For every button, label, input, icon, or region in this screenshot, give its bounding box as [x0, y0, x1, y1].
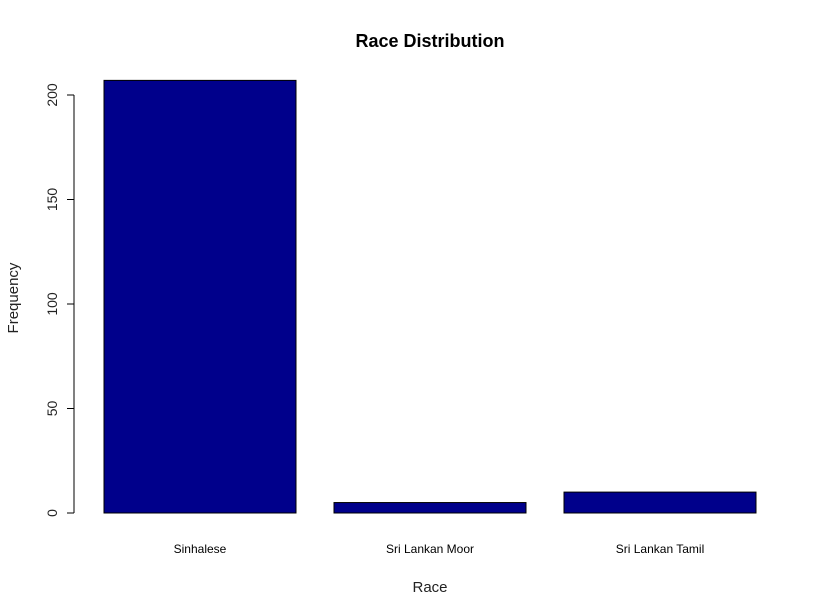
y-axis: 0 50 100 150 200 [44, 83, 75, 517]
category-labels: Sinhalese Sri Lankan Moor Sri Lankan Tamil [174, 542, 705, 556]
bars [103, 79, 757, 514]
y-tick-label: 150 [44, 188, 60, 212]
y-tick-label: 200 [44, 83, 60, 107]
y-axis-title: Frequency [5, 262, 22, 333]
category-label: Sinhalese [174, 542, 227, 556]
bar-sri-lankan-tamil [563, 491, 757, 514]
bar-sinhalese [103, 79, 297, 514]
category-label: Sri Lankan Moor [386, 542, 474, 556]
y-tick-label: 100 [44, 292, 60, 316]
chart-title: Race Distribution [355, 31, 504, 51]
bar-sri-lankan-moor [333, 502, 527, 514]
y-tick-label: 50 [44, 401, 60, 417]
x-axis-title: Race [412, 579, 447, 596]
category-label: Sri Lankan Tamil [616, 542, 705, 556]
y-tick-label: 0 [44, 509, 60, 517]
